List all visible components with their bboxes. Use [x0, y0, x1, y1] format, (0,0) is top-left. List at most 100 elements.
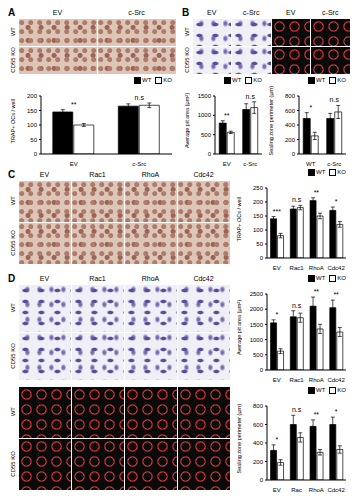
svg-text:n.s: n.s — [292, 406, 302, 413]
svg-text:n.s: n.s — [292, 196, 302, 203]
svg-text:EV: EV — [70, 161, 78, 166]
svg-text:n.s: n.s — [292, 302, 302, 309]
html-text:EV: EV — [207, 9, 217, 16]
html-text:TRAP+ OCs / well: TRAP+ OCs / well — [9, 98, 16, 144]
svg-text:c-Src: c-Src — [132, 161, 146, 166]
svg-text:100: 100 — [27, 122, 38, 128]
svg-text:0: 0 — [292, 151, 296, 157]
html-text:EV: EV — [286, 9, 296, 16]
svg-text:50: 50 — [256, 241, 263, 247]
svg-text:WT: WT — [306, 161, 316, 166]
svg-text:n.s: n.s — [135, 94, 145, 101]
svg-text:2500: 2500 — [250, 291, 264, 297]
svg-text:50: 50 — [30, 137, 37, 143]
html-text:EV: EV — [39, 275, 50, 282]
svg-text:2000: 2000 — [250, 306, 264, 312]
svg-text:RhoA: RhoA — [309, 265, 324, 270]
svg-text:0: 0 — [34, 151, 38, 157]
svg-text:**: ** — [224, 112, 230, 119]
html-text:WT: WT — [10, 303, 16, 313]
html-text:c-Src: c-Src — [322, 9, 339, 16]
svg-text:0: 0 — [260, 367, 264, 373]
html-text:WT: WT — [10, 407, 16, 417]
svg-text:600: 600 — [253, 422, 264, 428]
svg-text:Rac1: Rac1 — [290, 265, 305, 270]
html-text:RhoA: RhoA — [141, 275, 160, 282]
svg-text:**: ** — [71, 101, 77, 108]
html-text:TRAP+ OCs / well: TRAP+ OCs / well — [235, 196, 242, 242]
svg-text:Cdc42: Cdc42 — [327, 487, 345, 492]
svg-text:**: ** — [333, 291, 339, 298]
html-text:Sealing zone perimeter (µm): Sealing zone perimeter (µm) — [267, 86, 274, 156]
svg-text:*: * — [309, 104, 312, 111]
svg-text:*: * — [276, 436, 279, 443]
svg-text:c-Src: c-Src — [327, 161, 341, 166]
svg-text:150: 150 — [27, 108, 38, 114]
html-text:C: C — [8, 169, 16, 180]
svg-text:EV: EV — [223, 161, 231, 166]
svg-text:1500: 1500 — [250, 322, 264, 328]
svg-text:1000: 1000 — [250, 337, 264, 343]
html-text:Cdc42: Cdc42 — [193, 275, 214, 282]
svg-text:RhoA: RhoA — [309, 487, 324, 492]
svg-text:n.s: n.s — [246, 93, 256, 100]
svg-text:*: * — [276, 311, 279, 318]
svg-text:n.s: n.s — [330, 96, 340, 103]
svg-text:400: 400 — [285, 122, 296, 128]
svg-text:200: 200 — [253, 459, 264, 465]
svg-text:200: 200 — [285, 137, 296, 143]
svg-text:Cdc42: Cdc42 — [327, 377, 345, 382]
svg-text:**: ** — [314, 411, 320, 418]
html-text:WT: WT — [10, 196, 16, 206]
svg-text:1500: 1500 — [198, 93, 212, 99]
html-text:RhoA: RhoA — [141, 171, 160, 178]
html-text:CD55 KO: CD55 KO — [10, 343, 16, 369]
svg-text:200: 200 — [253, 199, 264, 205]
svg-text:EV: EV — [273, 487, 281, 492]
html-text:CD55 KO: CD55 KO — [184, 47, 190, 73]
html-text:A: A — [8, 7, 16, 18]
svg-text:*: * — [335, 198, 338, 205]
html-text:EV: EV — [52, 9, 63, 16]
svg-text:800: 800 — [285, 93, 296, 99]
html-text:Cdc42: Cdc42 — [193, 171, 214, 178]
html-text:WT: WT — [10, 27, 16, 37]
svg-text:**: ** — [314, 189, 320, 196]
html-text:CD55 KO: CD55 KO — [10, 47, 16, 73]
svg-text:EV: EV — [273, 377, 281, 382]
svg-text:0: 0 — [260, 255, 264, 261]
svg-text:0: 0 — [208, 151, 212, 157]
html-text:Average pit area (µm²): Average pit area (µm²) — [183, 93, 190, 149]
svg-text:200: 200 — [27, 93, 38, 99]
svg-text:Rac1: Rac1 — [290, 377, 305, 382]
svg-text:250: 250 — [253, 185, 264, 191]
svg-text:Cdc42: Cdc42 — [327, 265, 345, 270]
svg-text:0: 0 — [260, 477, 264, 483]
html-text:Rac1: Rac1 — [89, 275, 106, 282]
svg-text:***: *** — [273, 208, 281, 215]
svg-text:600: 600 — [285, 108, 296, 114]
svg-text:500: 500 — [253, 352, 264, 358]
svg-text:c-Src: c-Src — [243, 161, 257, 166]
html-text:EV: EV — [39, 171, 50, 178]
svg-text:EV: EV — [273, 265, 281, 270]
svg-text:150: 150 — [253, 213, 264, 219]
svg-text:*: * — [335, 408, 338, 415]
html-text:D: D — [8, 273, 16, 284]
html-text:B: B — [182, 7, 190, 18]
html-text:WT: WT — [184, 27, 190, 37]
svg-text:1000: 1000 — [198, 112, 212, 118]
svg-text:800: 800 — [253, 403, 264, 409]
html-text:Sealing zone perimeter (µm): Sealing zone perimeter (µm) — [235, 404, 242, 474]
svg-text:**: ** — [314, 288, 320, 295]
html-text:CD55 KO: CD55 KO — [10, 230, 16, 256]
svg-text:100: 100 — [253, 227, 264, 233]
svg-text:Rac: Rac — [291, 487, 302, 492]
html-text:c-Src: c-Src — [243, 9, 260, 16]
html-text:c-Src: c-Src — [128, 9, 145, 16]
html-text:Rac1: Rac1 — [89, 171, 106, 178]
html-text:Average pit area (µm²): Average pit area (µm²) — [235, 300, 242, 356]
svg-text:400: 400 — [253, 440, 264, 446]
svg-text:500: 500 — [201, 132, 212, 138]
svg-text:RhoA: RhoA — [309, 377, 324, 382]
